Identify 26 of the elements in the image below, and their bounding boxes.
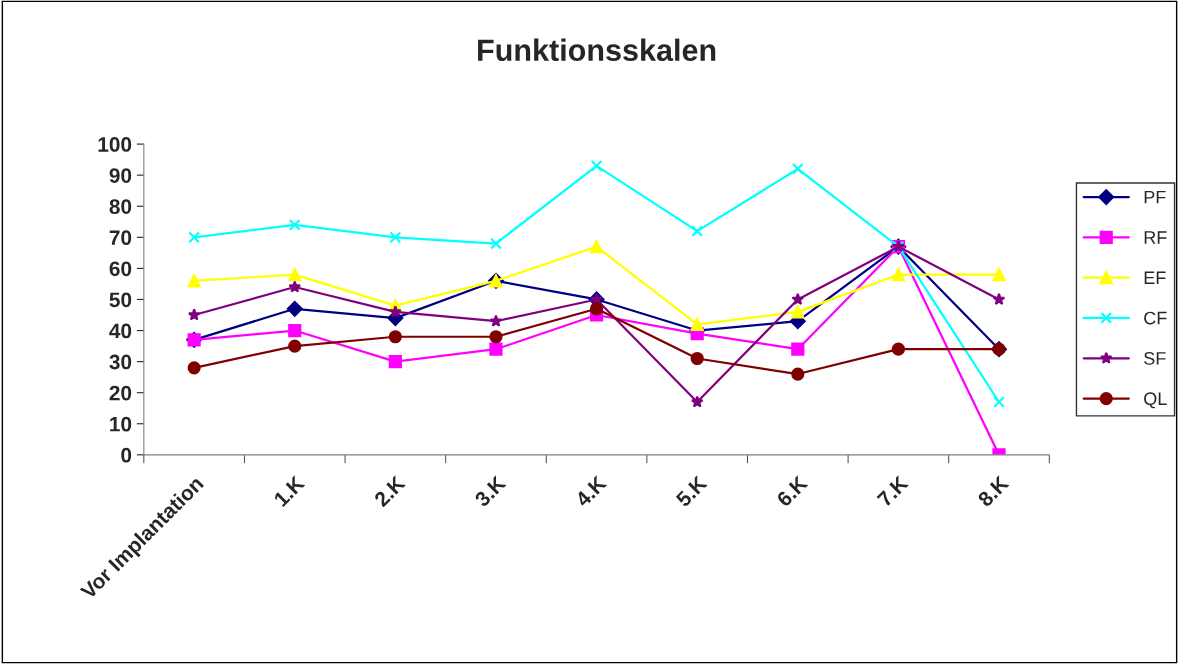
y-tick-label: 80	[109, 199, 132, 214]
x-tick-label: 8.K	[976, 474, 1010, 508]
x-tick-label: 4.K	[574, 474, 608, 508]
x-tick-label: 5.K	[675, 474, 708, 508]
y-tick-label: 10	[110, 416, 132, 432]
x-tick-label: 2.K	[373, 474, 406, 508]
chart-title: Funktionsskalen	[478, 38, 716, 62]
legend-label: CF	[1144, 311, 1167, 325]
legend-label: EF	[1144, 271, 1166, 284]
legend-label: PF	[1144, 190, 1166, 204]
x-tick-label: 1.K	[273, 474, 306, 507]
y-tick-label: 100	[98, 137, 132, 152]
y-tick-label: 20	[109, 385, 132, 401]
y-tick-label: 50	[109, 292, 132, 308]
legend-label: QL	[1144, 392, 1167, 409]
y-tick-label: 30	[109, 354, 132, 370]
x-tick-label: 7.K	[876, 474, 909, 508]
x-tick-label: 6.K	[775, 474, 809, 508]
y-tick-label: 70	[109, 230, 132, 246]
legend-label: SF	[1144, 351, 1166, 365]
y-tick-label: 40	[109, 323, 132, 339]
y-tick-label: 60	[109, 261, 132, 277]
legend-label: RF	[1144, 231, 1167, 244]
x-tick-label: 3.K	[473, 474, 507, 508]
y-tick-label: 0	[121, 447, 132, 463]
y-tick-label: 90	[109, 168, 132, 183]
